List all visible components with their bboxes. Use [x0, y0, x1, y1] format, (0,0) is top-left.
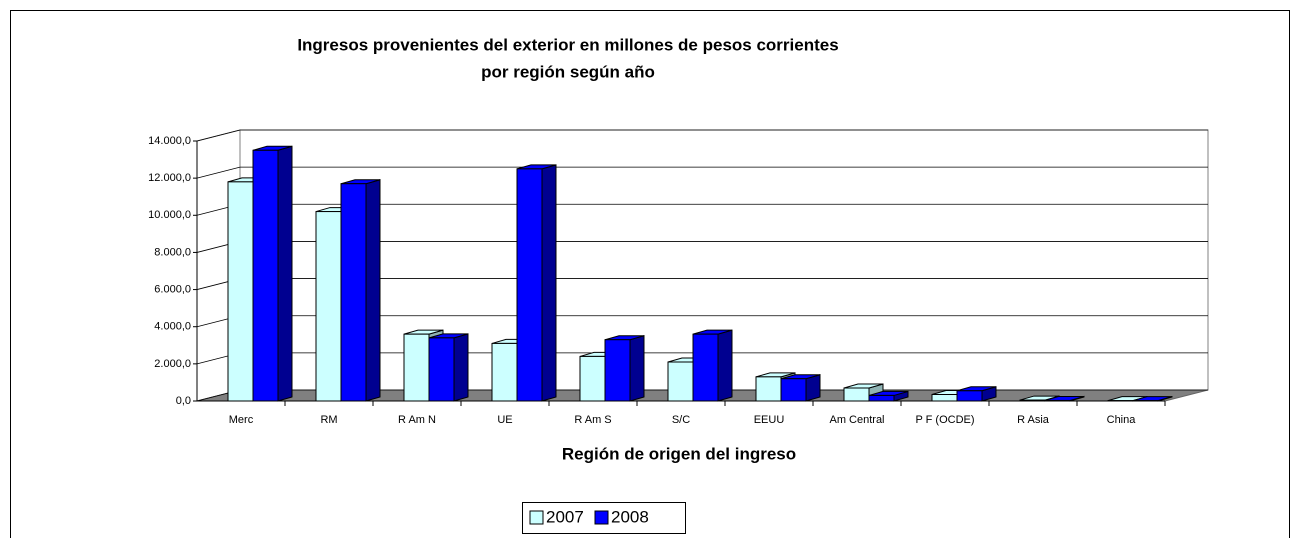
- x-axis-title: Región de origen del ingreso: [562, 444, 796, 463]
- y-tick-label: 2.000,0: [154, 358, 191, 370]
- legend-swatch: [529, 510, 544, 525]
- bar-side: [277, 145, 293, 402]
- bar-side: [629, 335, 645, 402]
- bar: [227, 181, 254, 402]
- chart-title: Ingresos provenientes del exterior en mi…: [297, 35, 838, 54]
- legend-label: 2007: [546, 507, 584, 526]
- bar: [315, 211, 342, 402]
- grid-line: [196, 129, 1208, 142]
- grid-line: [196, 166, 1208, 179]
- y-tick-label: 6.000,0: [154, 283, 191, 295]
- bar: [340, 183, 367, 402]
- bar: [579, 355, 606, 402]
- y-tick-label: 10.000,0: [148, 209, 191, 221]
- x-tick-label: Merc: [229, 414, 254, 426]
- bar: [956, 390, 983, 402]
- bar: [1044, 399, 1071, 402]
- bar: [252, 149, 279, 402]
- bar: [1019, 399, 1046, 402]
- y-tick-label: 14.000,0: [148, 135, 191, 147]
- y-tick-label: 0,0: [176, 395, 191, 407]
- legend-swatch: [594, 510, 609, 525]
- bar-side: [717, 329, 733, 402]
- x-tick-label: R Am N: [398, 414, 436, 426]
- bar-side: [365, 179, 381, 402]
- y-tick-label: 8.000,0: [154, 246, 191, 258]
- bar: [931, 394, 958, 402]
- x-tick-label: UE: [497, 414, 512, 426]
- y-tick-label: 12.000,0: [148, 172, 191, 184]
- x-tick-label: R Am S: [574, 414, 611, 426]
- x-tick-label: China: [1107, 414, 1137, 426]
- x-tick-label: S/C: [672, 414, 690, 426]
- bar: [403, 333, 430, 402]
- x-tick-label: Am Central: [829, 414, 884, 426]
- bar: [843, 387, 870, 402]
- bar: [516, 168, 543, 402]
- bar-side: [541, 164, 557, 402]
- bar: [428, 337, 455, 402]
- x-tick-label: P F (OCDE): [915, 414, 974, 426]
- y-tick-label: 4.000,0: [154, 321, 191, 333]
- bar: [667, 361, 694, 402]
- x-tick-label: EEUU: [754, 414, 785, 426]
- x-tick-label: RM: [320, 414, 337, 426]
- bar: [755, 376, 782, 402]
- x-tick-label: R Asia: [1017, 414, 1050, 426]
- chart-title: por región según año: [481, 62, 655, 81]
- bar: [604, 339, 631, 402]
- bar: [868, 394, 895, 402]
- bar: [780, 378, 807, 402]
- bar-side: [805, 374, 821, 402]
- bar: [491, 342, 518, 402]
- bar: [692, 333, 719, 402]
- bar-side: [453, 333, 469, 402]
- legend-label: 2008: [611, 507, 649, 526]
